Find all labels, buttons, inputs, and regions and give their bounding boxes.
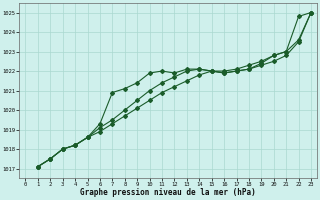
X-axis label: Graphe pression niveau de la mer (hPa): Graphe pression niveau de la mer (hPa)	[80, 188, 256, 197]
